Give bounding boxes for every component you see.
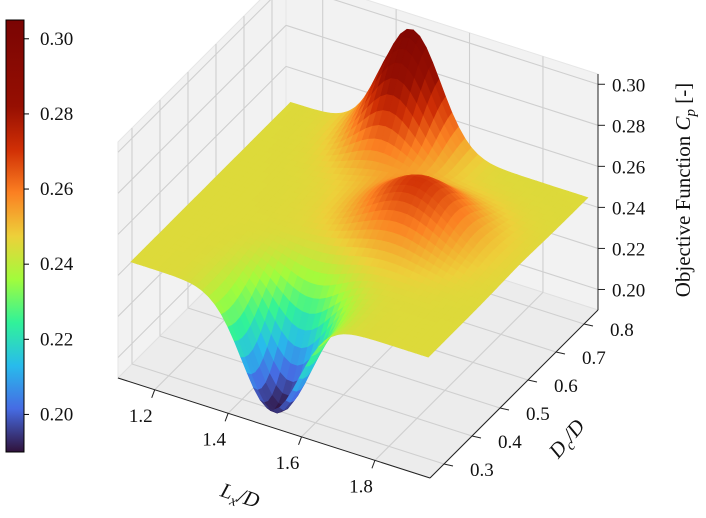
y-axis-label: Dc/D <box>543 414 593 466</box>
left-gridline-z <box>117 24 287 194</box>
z-tick-label: 0.24 <box>612 198 646 219</box>
x-tick-label: 1.2 <box>129 406 153 427</box>
colorbar-tick-label: 0.28 <box>40 104 73 125</box>
z-tick-label: 0.28 <box>612 116 645 137</box>
x-tick-mark <box>371 460 376 469</box>
y-axis-line <box>429 309 599 479</box>
left-gridline-z <box>117 0 272 153</box>
colorbar-tick-label: 0.24 <box>40 254 74 275</box>
z-tick-label: 0.30 <box>612 75 645 96</box>
y-tick-label: 0.8 <box>610 320 634 341</box>
x-tick-label: 1.6 <box>276 453 300 474</box>
x-tick-mark <box>151 389 156 398</box>
z-tick-label: 0.22 <box>612 239 645 260</box>
colorbar-tick-label: 0.20 <box>40 404 73 425</box>
y-tick-label: 0.7 <box>582 348 606 369</box>
y-tick-label: 0.3 <box>470 460 494 481</box>
y-tick-label: 0.4 <box>498 432 522 453</box>
back-gridline-z <box>285 24 599 126</box>
y-tick-mark <box>583 323 594 327</box>
colorbar-tick-label: 0.22 <box>40 329 73 350</box>
floor-gridline-y <box>159 335 473 437</box>
colorbar-ticks: 0.20 0.22 0.24 0.26 0.28 0.30 <box>24 29 74 425</box>
z-tick-label: 0.20 <box>612 280 645 301</box>
y-tick-mark <box>443 463 454 467</box>
left-gridline-z <box>117 65 287 235</box>
colorbar-strip <box>5 19 25 453</box>
z-axis-ticks: 0.20 0.22 0.24 0.26 0.28 0.30 <box>598 75 646 301</box>
x-tick-mark <box>298 436 302 445</box>
x-tick-label: 1.8 <box>349 476 373 497</box>
colorbar: 0.20 0.22 0.24 0.26 0.28 0.30 <box>5 19 74 453</box>
y-tick-mark <box>527 379 538 383</box>
colorbar-tick-label: 0.30 <box>40 29 73 50</box>
x-axis-label: Lx/D <box>216 478 263 517</box>
floor-gridline-x <box>374 291 544 461</box>
x-tick-label: 1.4 <box>202 429 226 450</box>
y-tick-label: 0.6 <box>554 376 578 397</box>
y-tick-label: 0.5 <box>526 404 550 425</box>
axis-lines <box>117 74 599 479</box>
y-tick-mark <box>499 407 510 411</box>
surface-mesh <box>130 28 589 414</box>
z-tick-label: 0.26 <box>612 157 645 178</box>
x-axis-ticks: 1.2 1.4 1.6 1.8 <box>129 389 376 497</box>
colorbar-tick-label: 0.26 <box>40 179 73 200</box>
y-tick-mark <box>471 435 482 439</box>
surface-facet <box>421 350 433 358</box>
z-axis-label: Objective Function Cp [-] <box>671 83 699 298</box>
y-tick-mark <box>555 351 566 355</box>
y-axis-ticks: 0.30.40.50.60.70.8 <box>443 320 634 481</box>
x-tick-mark <box>224 413 229 422</box>
floor-gridline-y <box>131 363 445 465</box>
back-gridline-z <box>333 0 599 85</box>
x-axis-line <box>117 377 431 479</box>
